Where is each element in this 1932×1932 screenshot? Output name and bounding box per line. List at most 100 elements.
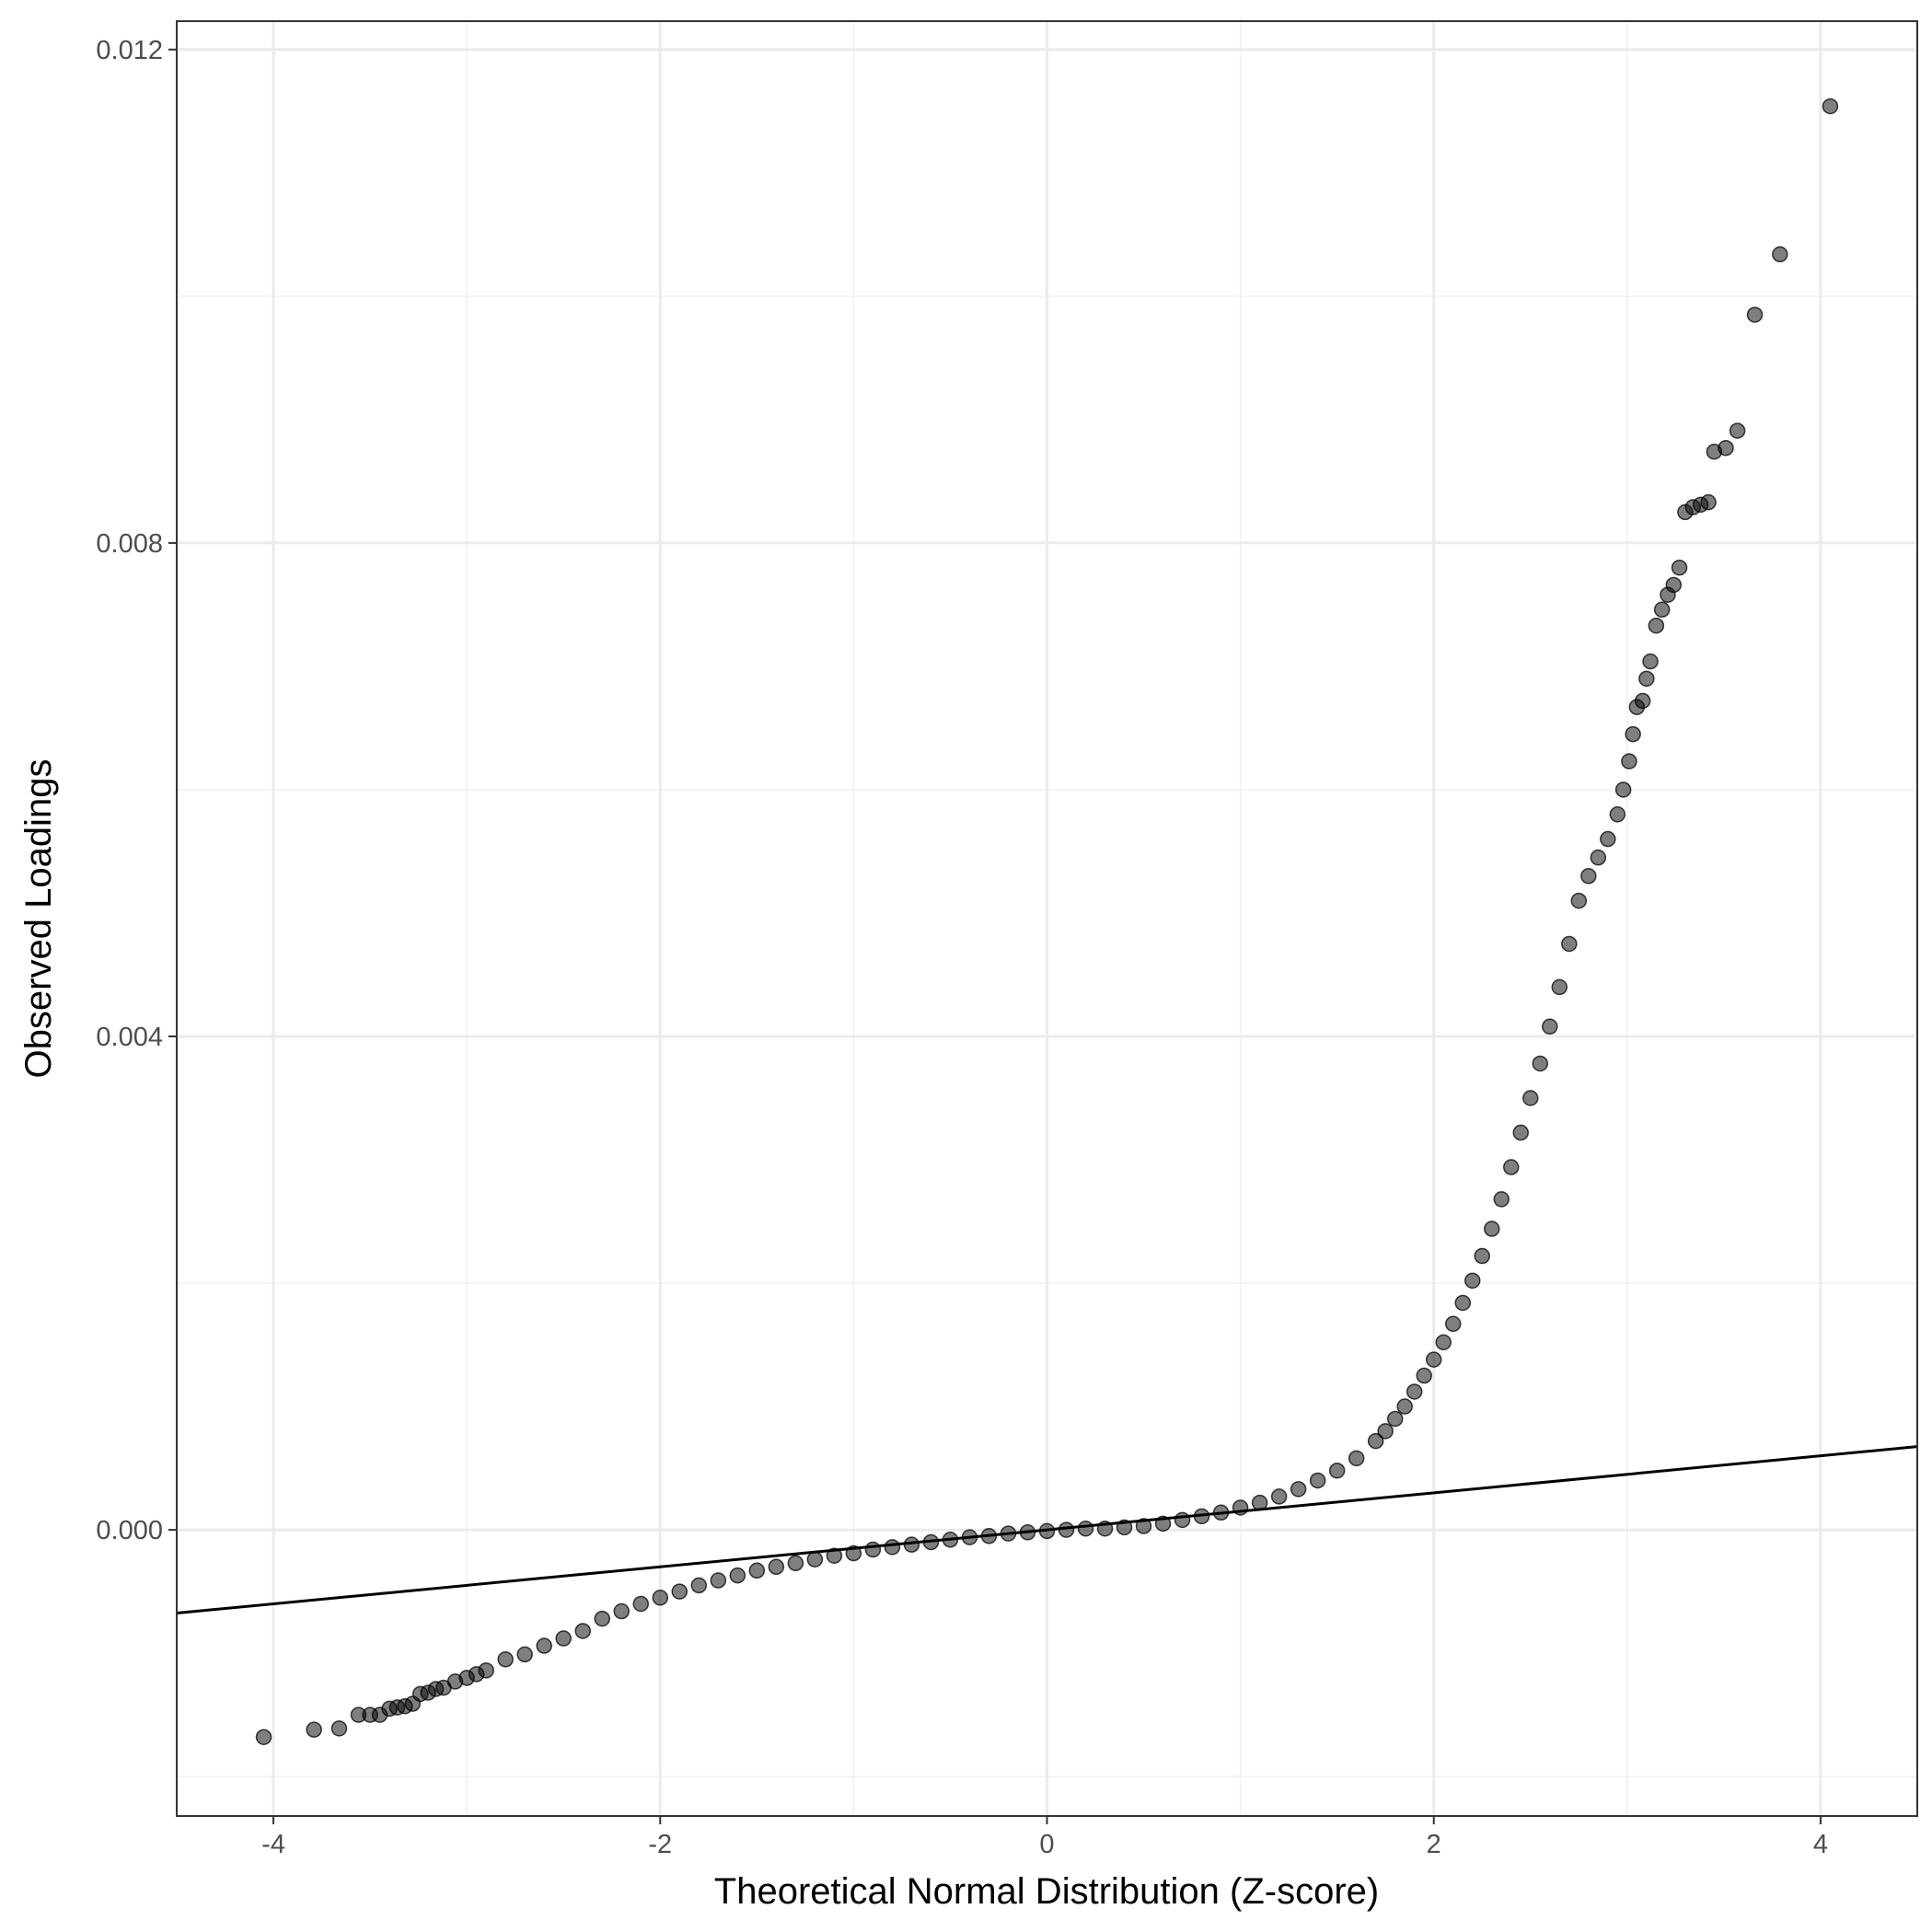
data-points — [255, 98, 1839, 1745]
data-point — [1700, 493, 1717, 511]
data-point — [497, 1651, 514, 1668]
data-point — [255, 1729, 272, 1745]
data-point — [516, 1646, 533, 1663]
data-point — [980, 1528, 998, 1544]
data-point — [330, 1720, 348, 1737]
data-point — [806, 1551, 824, 1568]
x-tick-label: 2 — [1427, 1830, 1441, 1859]
data-point — [555, 1630, 572, 1647]
data-point — [768, 1558, 785, 1576]
data-point — [1532, 1055, 1549, 1072]
data-point — [729, 1567, 746, 1584]
data-point — [652, 1590, 669, 1606]
data-point — [1503, 1159, 1520, 1175]
data-point — [1493, 1191, 1510, 1208]
data-point — [1135, 1518, 1152, 1534]
data-point — [1251, 1494, 1268, 1511]
data-point — [1614, 781, 1632, 798]
data-point — [1570, 892, 1588, 909]
x-tick-label: -4 — [261, 1830, 285, 1859]
data-point — [1621, 753, 1637, 769]
data-point — [632, 1595, 650, 1613]
data-point — [903, 1536, 920, 1553]
x-axis-title: Theoretical Normal Distribution (Z-score… — [714, 1871, 1379, 1912]
data-point — [864, 1541, 882, 1558]
data-point — [922, 1533, 940, 1551]
data-point — [1435, 1334, 1452, 1351]
data-point — [1512, 1124, 1530, 1141]
data-point — [787, 1555, 804, 1572]
data-point — [1416, 1367, 1432, 1384]
data-point — [478, 1662, 494, 1679]
data-point — [1522, 1090, 1539, 1106]
data-point — [1232, 1499, 1249, 1516]
data-point — [1348, 1450, 1365, 1467]
data-point — [613, 1602, 631, 1620]
data-point — [1077, 1520, 1094, 1537]
data-point — [1309, 1472, 1326, 1489]
data-point — [1580, 868, 1597, 885]
data-point — [845, 1544, 862, 1562]
data-point — [1038, 1522, 1056, 1540]
data-point — [1638, 670, 1655, 688]
data-point — [1174, 1511, 1191, 1529]
axes: -4 -2 0 2 4 0.000 0.004 0.008 0.012 — [96, 36, 1828, 1859]
data-point — [1328, 1462, 1346, 1479]
data-point — [1058, 1521, 1075, 1538]
data-point — [1463, 1272, 1481, 1290]
y-tick-label: 0.004 — [96, 1023, 163, 1052]
data-point — [1212, 1504, 1230, 1521]
data-point — [1367, 1432, 1384, 1450]
data-point — [1772, 246, 1788, 263]
x-tick-label: 0 — [1039, 1830, 1054, 1859]
data-point — [1019, 1524, 1036, 1541]
data-point — [574, 1623, 591, 1639]
data-point — [1154, 1515, 1172, 1533]
data-point — [748, 1562, 766, 1579]
data-point — [1116, 1519, 1133, 1536]
data-point — [306, 1721, 322, 1738]
data-point — [884, 1539, 901, 1556]
data-point — [1642, 653, 1659, 670]
data-point — [1454, 1294, 1471, 1312]
data-point — [1625, 725, 1641, 743]
data-point — [1551, 978, 1568, 996]
data-point — [1653, 601, 1671, 619]
y-tick-label: 0.008 — [96, 529, 163, 559]
data-point — [671, 1583, 688, 1600]
data-point — [1444, 1315, 1462, 1333]
data-point — [536, 1637, 552, 1654]
data-point — [1484, 1221, 1500, 1237]
data-point — [1746, 307, 1764, 323]
data-point — [1396, 1398, 1413, 1415]
data-point — [1665, 576, 1683, 594]
data-point — [1822, 98, 1839, 115]
data-point — [1406, 1383, 1423, 1400]
data-point — [1648, 617, 1665, 634]
data-point — [961, 1529, 978, 1545]
y-axis-title: Observed Loadings — [18, 759, 59, 1079]
data-point — [1600, 830, 1616, 848]
data-point — [1671, 559, 1688, 576]
data-point — [1377, 1423, 1394, 1440]
data-point — [1270, 1488, 1288, 1505]
x-tick-label: 4 — [1813, 1830, 1828, 1859]
data-point — [1425, 1351, 1442, 1368]
data-point — [1609, 806, 1626, 823]
data-point — [1718, 439, 1734, 457]
data-point — [1193, 1508, 1210, 1525]
y-tick-label: 0.000 — [96, 1516, 163, 1545]
x-tick-label: -2 — [648, 1830, 672, 1859]
data-point — [1096, 1520, 1114, 1537]
data-point — [1634, 692, 1651, 710]
data-point — [1590, 849, 1607, 866]
data-point — [1386, 1410, 1404, 1428]
data-point — [1561, 935, 1578, 953]
data-point — [1542, 1018, 1558, 1035]
data-point — [1729, 422, 1746, 439]
data-point — [826, 1547, 843, 1564]
data-point — [690, 1577, 708, 1594]
data-point — [942, 1532, 959, 1548]
